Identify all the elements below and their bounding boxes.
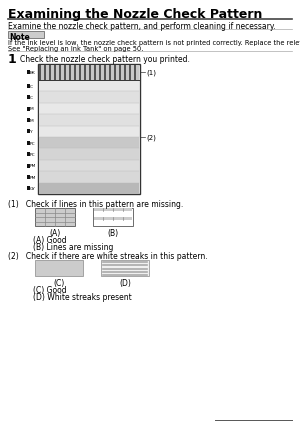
Text: Examine the nozzle check pattern, and perform cleaning if necessary.: Examine the nozzle check pattern, and pe…	[8, 22, 276, 31]
Bar	[27, 187, 29, 191]
Bar	[94, 208, 132, 212]
Text: Y: Y	[30, 130, 33, 134]
Bar	[27, 130, 29, 134]
Bar	[39, 126, 139, 138]
Bar	[27, 118, 29, 123]
Bar	[114, 66, 116, 81]
Bar	[35, 208, 75, 227]
Bar	[39, 66, 139, 81]
Bar	[119, 66, 121, 81]
Bar	[84, 66, 86, 81]
Bar	[39, 104, 139, 115]
Bar	[39, 183, 139, 195]
Text: (B): (B)	[107, 228, 118, 237]
Text: (2)   Check if there are white streaks in this pattern.: (2) Check if there are white streaks in …	[8, 251, 208, 260]
Bar	[124, 66, 126, 81]
Bar	[44, 66, 46, 81]
Bar	[39, 81, 139, 92]
Bar	[64, 66, 66, 81]
Text: (1): (1)	[146, 69, 156, 76]
Bar	[94, 218, 132, 221]
Text: See "Replacing an Ink Tank" on page 50.: See "Replacing an Ink Tank" on page 50.	[8, 46, 143, 52]
Text: C: C	[30, 84, 33, 89]
Bar	[129, 66, 131, 81]
Text: PC: PC	[30, 153, 36, 157]
Bar	[8, 32, 44, 39]
Bar	[39, 149, 139, 161]
Text: If the ink level is low, the nozzle check pattern is not printed correctly. Repl: If the ink level is low, the nozzle chec…	[8, 40, 300, 46]
Text: BK: BK	[30, 71, 36, 75]
Bar	[39, 115, 139, 126]
Text: M: M	[30, 118, 34, 123]
Bar	[93, 208, 133, 227]
Text: (1)   Check if lines in this pattern are missing.: (1) Check if lines in this pattern are m…	[8, 199, 183, 208]
Bar	[69, 66, 71, 81]
Text: (C): (C)	[53, 278, 64, 287]
Text: Check the nozzle check pattern you printed.: Check the nozzle check pattern you print…	[20, 55, 190, 64]
Text: Note: Note	[9, 33, 30, 42]
Text: (C) Good: (C) Good	[33, 285, 67, 294]
Bar	[109, 66, 111, 81]
Bar	[79, 66, 81, 81]
Bar	[27, 153, 29, 157]
Text: C: C	[30, 96, 33, 100]
Bar	[27, 71, 29, 75]
Text: (B) Lines are missing: (B) Lines are missing	[33, 242, 113, 251]
Text: (A): (A)	[50, 228, 61, 237]
Bar	[27, 84, 29, 89]
Bar	[39, 92, 139, 104]
Text: (2): (2)	[146, 135, 156, 141]
Bar	[27, 141, 29, 145]
Bar	[39, 138, 139, 149]
Bar	[35, 260, 83, 276]
Bar	[94, 66, 96, 81]
Bar	[27, 96, 29, 100]
Text: Examining the Nozzle Check Pattern: Examining the Nozzle Check Pattern	[8, 8, 262, 21]
Bar	[49, 66, 51, 81]
Text: PM: PM	[30, 164, 36, 168]
Bar	[134, 66, 136, 81]
Text: GY: GY	[30, 187, 36, 191]
Bar	[101, 260, 149, 276]
Text: (A) Good: (A) Good	[33, 236, 67, 245]
Bar	[74, 66, 76, 81]
Bar	[39, 172, 139, 183]
Bar	[39, 66, 41, 81]
Bar	[27, 176, 29, 179]
Text: M: M	[30, 107, 34, 111]
Bar	[27, 107, 29, 111]
Bar	[38, 65, 140, 195]
Bar	[59, 66, 61, 81]
Bar	[39, 161, 139, 172]
Text: 1: 1	[8, 53, 17, 66]
Text: PM: PM	[30, 176, 36, 179]
Text: PC: PC	[30, 141, 36, 145]
Bar	[104, 66, 106, 81]
Bar	[99, 66, 101, 81]
Text: (D) White streaks present: (D) White streaks present	[33, 292, 132, 301]
Bar	[27, 164, 29, 168]
Bar	[89, 66, 91, 81]
Bar	[54, 66, 56, 81]
Text: (D): (D)	[119, 278, 131, 287]
